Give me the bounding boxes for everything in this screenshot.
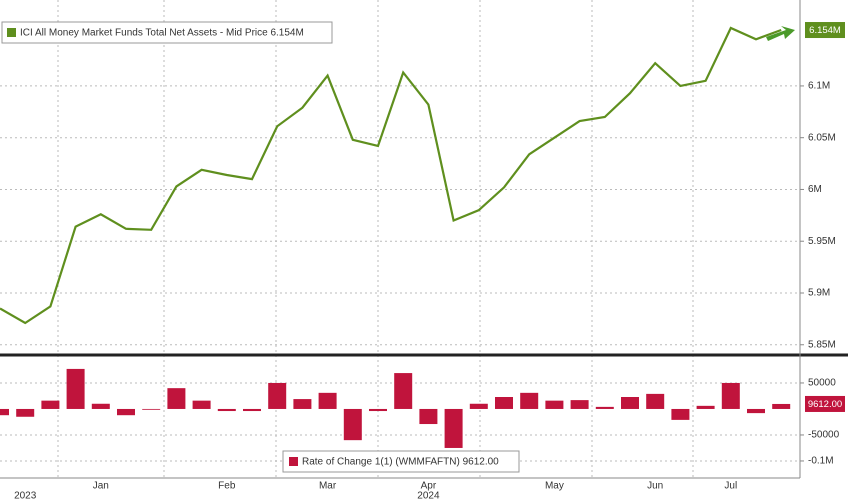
line xyxy=(0,26,782,325)
bar xyxy=(772,403,791,409)
x-tick-label: Jan xyxy=(93,481,109,492)
y-tick-label: 6.05M xyxy=(808,132,836,143)
plot: 5.85M 5.9M 5.95M 6M 6.05M 6.1M 6.154M ICI All M… xyxy=(0,21,845,502)
bar xyxy=(671,408,690,420)
x-tick-label: Feb xyxy=(218,481,236,492)
bar xyxy=(91,403,110,409)
bar xyxy=(621,397,639,409)
bar xyxy=(41,400,60,409)
value-label: 6.154M xyxy=(809,25,841,36)
year-label: 2024 xyxy=(417,491,440,502)
x-tick-label: May xyxy=(545,481,564,492)
bar xyxy=(646,393,665,409)
bar xyxy=(142,408,161,410)
bar xyxy=(167,388,186,409)
bar xyxy=(747,408,765,414)
y-tick-label: -0.1M xyxy=(808,456,834,467)
legend-box xyxy=(282,450,520,473)
y-tick-label: 5.85M xyxy=(808,339,836,350)
bar xyxy=(394,373,413,409)
legend-swatch xyxy=(289,457,298,466)
x-tick-label: Jul xyxy=(724,481,737,492)
legend: Rate of Change 1(1) (WMMFAFTN) 9612.00 xyxy=(282,450,520,473)
bar xyxy=(570,400,589,409)
bar xyxy=(243,408,261,412)
arrow xyxy=(766,26,795,41)
legend: ICI All Money Market Funds Total Net Ass… xyxy=(1,21,333,44)
year-label: 2023 xyxy=(14,491,37,502)
y-tick-label: 6.1M xyxy=(808,81,830,92)
bar xyxy=(419,408,438,425)
bar xyxy=(0,408,9,416)
x-tick-label: Apr xyxy=(421,481,437,492)
bar xyxy=(117,408,135,416)
x-tick-label: Mar xyxy=(319,481,337,492)
y-tick-label: 5.95M xyxy=(808,236,836,247)
legend-swatch xyxy=(7,28,16,37)
value-label-box xyxy=(805,395,845,412)
bar xyxy=(696,405,715,409)
y-tick-label: 50000 xyxy=(808,378,836,389)
value-label-box xyxy=(805,22,845,39)
bar xyxy=(66,368,85,409)
x-tick-label: Jun xyxy=(647,481,663,492)
bar xyxy=(495,397,513,409)
bar xyxy=(721,382,740,409)
bar xyxy=(520,392,539,409)
y-tick-label: 5.9M xyxy=(808,288,830,299)
legend-box xyxy=(1,21,333,44)
y-tick-label: 6M xyxy=(808,184,822,195)
bar xyxy=(16,408,35,417)
bar xyxy=(369,408,387,412)
value-label: 9612.00 xyxy=(808,399,842,410)
legend-label: ICI All Money Market Funds Total Net Ass… xyxy=(20,28,304,39)
bar xyxy=(595,406,614,409)
bar xyxy=(469,403,488,409)
y-tick-label: -50000 xyxy=(808,430,840,441)
legend-label: Rate of Change 1(1) (WMMFAFTN) 9612.00 xyxy=(302,457,499,468)
bar xyxy=(545,400,564,409)
bar xyxy=(444,408,463,448)
bar xyxy=(293,399,312,409)
bar xyxy=(192,400,211,409)
bar xyxy=(268,382,287,409)
bar xyxy=(318,392,337,409)
bar xyxy=(217,408,236,412)
bar xyxy=(343,408,362,441)
